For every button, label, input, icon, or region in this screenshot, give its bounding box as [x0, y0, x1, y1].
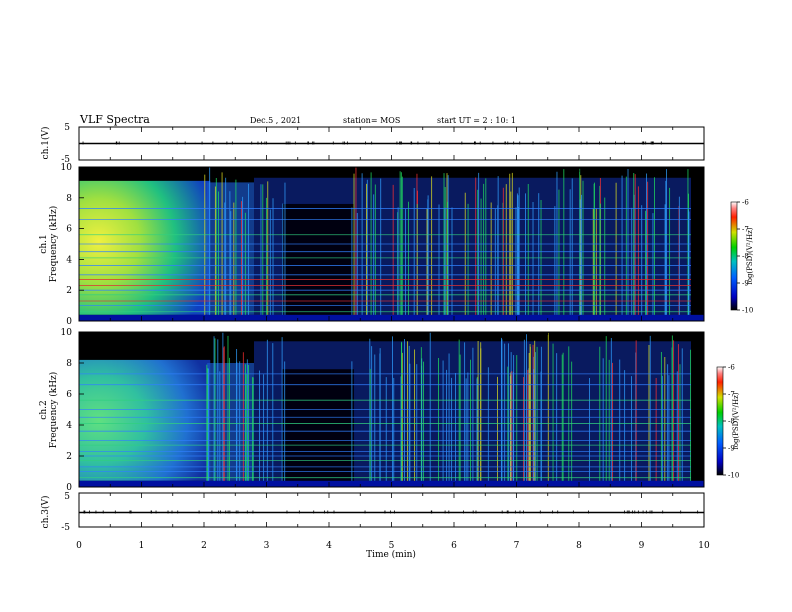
ch3-ytick-neg5: -5 [61, 523, 70, 533]
x-tick-label: 8 [576, 541, 582, 551]
ch1-voltage-ylabel: ch.1(V) [40, 127, 51, 160]
x-tick-label: 1 [139, 541, 145, 551]
ch1-spec-ylabel-ch: ch.1 [39, 234, 49, 253]
colorbar-tick-label: -7 [742, 226, 749, 234]
ch2-spectrogram-image [79, 332, 704, 487]
ch3-voltage-frame [78, 492, 705, 528]
colorbar-tick-label: -6 [742, 199, 749, 207]
ch1-yticks: 0 2 4 6 8 10 [61, 163, 704, 327]
broadband-noise [79, 359, 211, 481]
colorbar-tick-label: -10 [728, 472, 739, 480]
y-tick-label: 10 [61, 328, 73, 338]
ch3-voltage-markers [83, 510, 699, 514]
ch1-ytick-5: 5 [64, 123, 70, 133]
ch2-spectrogram-panel: 0 2 4 6 8 10 ch.2 Frequency (kHz) -6 -7 -8 -9 -10… [39, 328, 740, 493]
start-ut-label: start UT = 2 : 10: 1 [437, 116, 516, 125]
ch1-ytick-neg5: -5 [61, 155, 70, 165]
ch1-spectrogram-panel: 0 2 4 6 8 10 ch.1 Frequency (kHz) -6 -7 -8 -9 -10… [39, 163, 754, 327]
ch1-colorbar [730, 201, 738, 311]
broadband-noise [79, 180, 211, 315]
chart-title: VLF Spectra [79, 113, 150, 126]
ch2-colorbar-label: log(PSD)(V²/Hz) [732, 392, 740, 449]
ch1-colorbar-label: log(PSD)(V²/Hz) [746, 227, 754, 284]
x-tick-label: 4 [326, 541, 332, 551]
ch2-yticks: 0 2 4 6 8 10 [61, 328, 704, 493]
x-tick-label: 3 [264, 541, 270, 551]
ch2-spec-ylabel-ch: ch.2 [39, 400, 49, 419]
x-tick-label: 2 [201, 541, 207, 551]
colorbar-tick-label: -8 [728, 418, 735, 426]
x-tick-label: 0 [76, 541, 82, 551]
y-tick-label: 8 [66, 359, 72, 369]
quiet-gap [282, 369, 354, 483]
colorbar-tick-label: -9 [728, 445, 735, 453]
y-tick-label: 10 [61, 163, 73, 173]
edge-strip [692, 167, 704, 321]
colorbar-tick-label: -6 [728, 364, 735, 372]
colorbar-tick-label: -10 [742, 307, 753, 315]
y-tick-label: 4 [66, 255, 72, 265]
y-tick-label: 2 [66, 452, 72, 462]
colorbar-tick-label: -9 [742, 280, 749, 288]
ch1-spec-ylabel-freq: Frequency (kHz) [48, 206, 59, 283]
y-tick-label: 8 [66, 194, 72, 204]
ch1-voltage-panel: 5 -5 ch.1(V) [40, 123, 705, 165]
ch2-colorbar-ticks: -6 -7 -8 -9 -10 [723, 364, 739, 480]
x-tick-label: 10 [698, 541, 710, 551]
x-tick-label: 7 [514, 541, 520, 551]
colorbar-tick-label: -7 [728, 391, 735, 399]
x-tick-label: 9 [639, 541, 645, 551]
y-tick-label: 4 [66, 421, 72, 431]
ch2-colorbar [716, 366, 724, 476]
ch1-spectrogram-image [79, 167, 704, 321]
y-tick-label: 0 [66, 317, 72, 327]
time-axis-label: Time (min) [366, 549, 416, 560]
x-tick-label: 5 [389, 541, 395, 551]
y-tick-label: 2 [66, 286, 72, 296]
y-tick-label: 6 [66, 225, 72, 235]
y-tick-label: 6 [66, 390, 72, 400]
station-label: station= MOS [343, 116, 400, 125]
ch3-ytick-5: 5 [64, 492, 70, 502]
time-axis: 0 1 2 3 4 5 6 7 8 9 10 [76, 127, 710, 551]
ch1-colorbar-ticks: -6 -7 -8 -9 -10 [737, 199, 753, 315]
ch2-spec-ylabel-freq: Frequency (kHz) [48, 372, 59, 449]
edge-strip [692, 332, 704, 487]
x-tick-label: 6 [451, 541, 457, 551]
ch3-voltage-panel: 5 -5 ch.3(V) [40, 492, 705, 533]
ch1-voltage-markers [82, 141, 662, 145]
colorbar-tick-label: -8 [742, 253, 749, 261]
quiet-gap [282, 203, 354, 317]
date-label: Dec.5 , 2021 [250, 116, 301, 125]
ch3-voltage-ylabel: ch.3(V) [40, 496, 51, 529]
y-tick-label: 0 [66, 483, 72, 493]
